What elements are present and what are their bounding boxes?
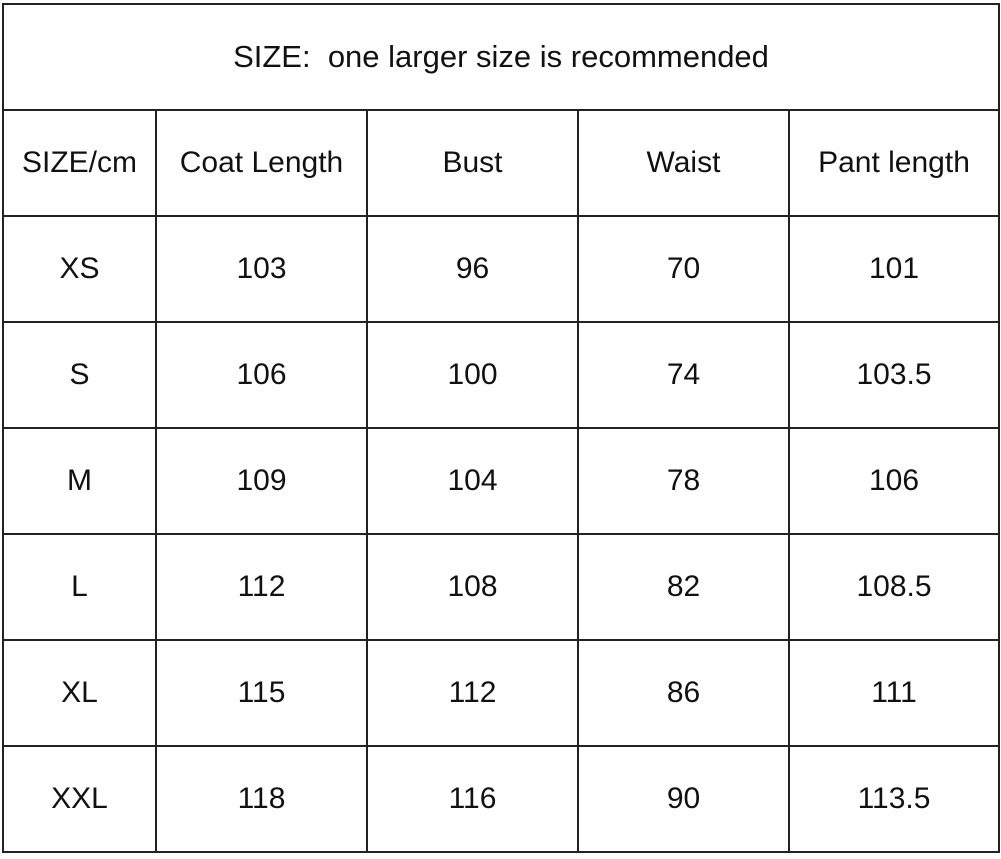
measurement-cell: 90	[577, 745, 790, 853]
measurement-cell: 103	[155, 215, 368, 323]
table-row: S 106 100 74 103.5	[2, 321, 1000, 429]
size-label-cell: XXL	[2, 745, 157, 853]
size-chart-table: SIZE: one larger size is recommended SIZ…	[2, 3, 1000, 853]
measurement-cell: 106	[788, 427, 1000, 535]
column-header: SIZE/cm	[2, 109, 157, 217]
size-label-cell: M	[2, 427, 157, 535]
measurement-cell: 112	[366, 639, 579, 747]
measurement-cell: 104	[366, 427, 579, 535]
table-row: M 109 104 78 106	[2, 427, 1000, 535]
header-row: SIZE/cm Coat Length Bust Waist Pant length	[2, 109, 1000, 217]
size-label-cell: XL	[2, 639, 157, 747]
measurement-cell: 101	[788, 215, 1000, 323]
table-row: L 112 108 82 108.5	[2, 533, 1000, 641]
table-row: XS 103 96 70 101	[2, 215, 1000, 323]
measurement-cell: 116	[366, 745, 579, 853]
measurement-cell: 86	[577, 639, 790, 747]
table-row: XXL 118 116 90 113.5	[2, 745, 1000, 853]
table-row: XL 115 112 86 111	[2, 639, 1000, 747]
measurement-cell: 70	[577, 215, 790, 323]
measurement-cell: 100	[366, 321, 579, 429]
size-label-cell: L	[2, 533, 157, 641]
column-header: Bust	[366, 109, 579, 217]
title-row: SIZE: one larger size is recommended	[2, 3, 1000, 111]
column-header: Pant length	[788, 109, 1000, 217]
measurement-cell: 82	[577, 533, 790, 641]
measurement-cell: 113.5	[788, 745, 1000, 853]
table-title: SIZE: one larger size is recommended	[2, 3, 1000, 111]
column-header: Waist	[577, 109, 790, 217]
measurement-cell: 118	[155, 745, 368, 853]
measurement-cell: 115	[155, 639, 368, 747]
measurement-cell: 78	[577, 427, 790, 535]
measurement-cell: 109	[155, 427, 368, 535]
size-label-cell: S	[2, 321, 157, 429]
measurement-cell: 111	[788, 639, 1000, 747]
measurement-cell: 112	[155, 533, 368, 641]
measurement-cell: 74	[577, 321, 790, 429]
measurement-cell: 103.5	[788, 321, 1000, 429]
column-header: Coat Length	[155, 109, 368, 217]
measurement-cell: 106	[155, 321, 368, 429]
size-label-cell: XS	[2, 215, 157, 323]
measurement-cell: 96	[366, 215, 579, 323]
measurement-cell: 108.5	[788, 533, 1000, 641]
measurement-cell: 108	[366, 533, 579, 641]
